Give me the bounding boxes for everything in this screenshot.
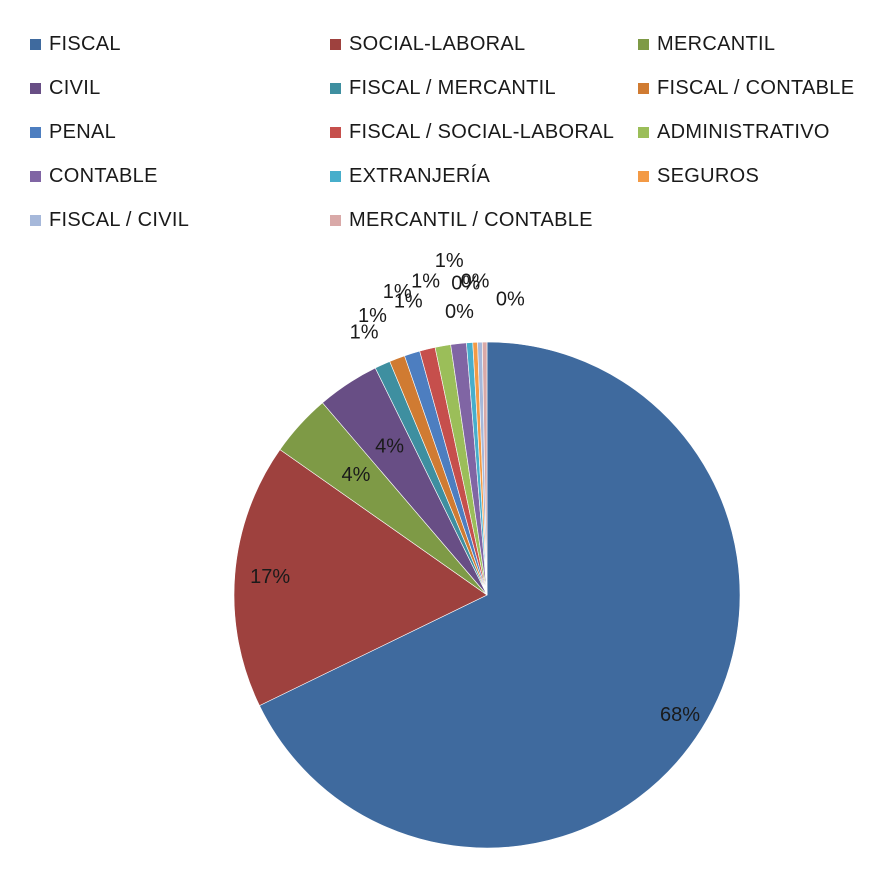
legend-swatch: [30, 82, 41, 94]
legend-label: MERCANTIL / CONTABLE: [349, 208, 593, 231]
legend-label: EXTRANJERÍA: [349, 164, 491, 187]
legend-swatch: [30, 126, 41, 138]
legend-label: FISCAL / CONTABLE: [657, 76, 855, 99]
legend-label: ADMINISTRATIVO: [657, 120, 830, 143]
legend-swatch: [30, 214, 41, 226]
legend-swatch: [330, 170, 341, 182]
legend-label: CONTABLE: [49, 164, 158, 187]
slice-data-label: 0%: [445, 301, 474, 323]
pie-slice: [259, 341, 741, 849]
legend-label: CIVIL: [49, 76, 101, 99]
legend-label: MERCANTIL: [657, 32, 776, 55]
legend-swatch: [330, 214, 341, 226]
slice-data-label: 1%: [411, 271, 440, 293]
slice-data-label: 17%: [250, 566, 290, 588]
legend-item: MERCANTIL: [638, 30, 775, 58]
legend-label: FISCAL / CIVIL: [49, 208, 190, 231]
slice-data-label: 0%: [496, 288, 525, 310]
legend-swatch: [638, 170, 649, 182]
chart-legend: FISCAL SOCIAL-LABORAL MERCANTIL CIVIL FISCAL…: [30, 30, 880, 240]
legend-item: FISCAL: [30, 30, 121, 58]
legend-swatch: [638, 126, 649, 138]
legend-item: PENAL: [30, 118, 116, 146]
pie-slice: [481, 341, 488, 596]
legend-label: FISCAL / SOCIAL-LABORAL: [349, 120, 615, 143]
legend-label: SOCIAL-LABORAL: [349, 32, 526, 55]
legend-item: SOCIAL-LABORAL: [330, 30, 526, 58]
legend-label: PENAL: [49, 120, 117, 143]
legend-item: MERCANTIL / CONTABLE: [330, 206, 593, 234]
legend-label: SEGUROS: [657, 164, 760, 187]
slice-data-label: 1%: [394, 290, 423, 312]
legend-item: CIVIL: [30, 74, 101, 102]
legend-item: FISCAL / MERCANTIL: [330, 74, 556, 102]
legend-item: FISCAL / SOCIAL-LABORAL: [330, 118, 614, 146]
slice-data-label: 0%: [461, 270, 490, 292]
legend-item: FISCAL / CIVIL: [30, 206, 189, 234]
legend-label: FISCAL / MERCANTIL: [349, 76, 556, 99]
legend-label: FISCAL: [49, 32, 121, 55]
legend-item: CONTABLE: [30, 162, 158, 190]
legend-swatch: [30, 170, 41, 182]
slice-data-label: 68%: [660, 704, 700, 726]
legend-swatch: [638, 38, 649, 50]
legend-swatch: [330, 126, 341, 138]
legend-item: SEGUROS: [638, 162, 759, 190]
slice-data-label: 1%: [435, 250, 464, 272]
slice-data-label: 4%: [375, 435, 404, 457]
legend-item: EXTRANJERÍA: [330, 162, 490, 190]
legend-swatch: [330, 38, 341, 50]
slice-data-label: 0%: [451, 273, 480, 295]
slice-data-label: 4%: [341, 464, 370, 486]
legend-item: ADMINISTRATIVO: [638, 118, 830, 146]
pie-slice: [233, 449, 488, 707]
slice-data-label: 1%: [350, 322, 379, 344]
legend-swatch: [638, 82, 649, 94]
legend-swatch: [30, 38, 41, 50]
legend-item: FISCAL / CONTABLE: [638, 74, 854, 102]
slice-data-label: 1%: [358, 305, 387, 327]
slice-data-label: 1%: [383, 281, 412, 303]
legend-swatch: [330, 82, 341, 94]
